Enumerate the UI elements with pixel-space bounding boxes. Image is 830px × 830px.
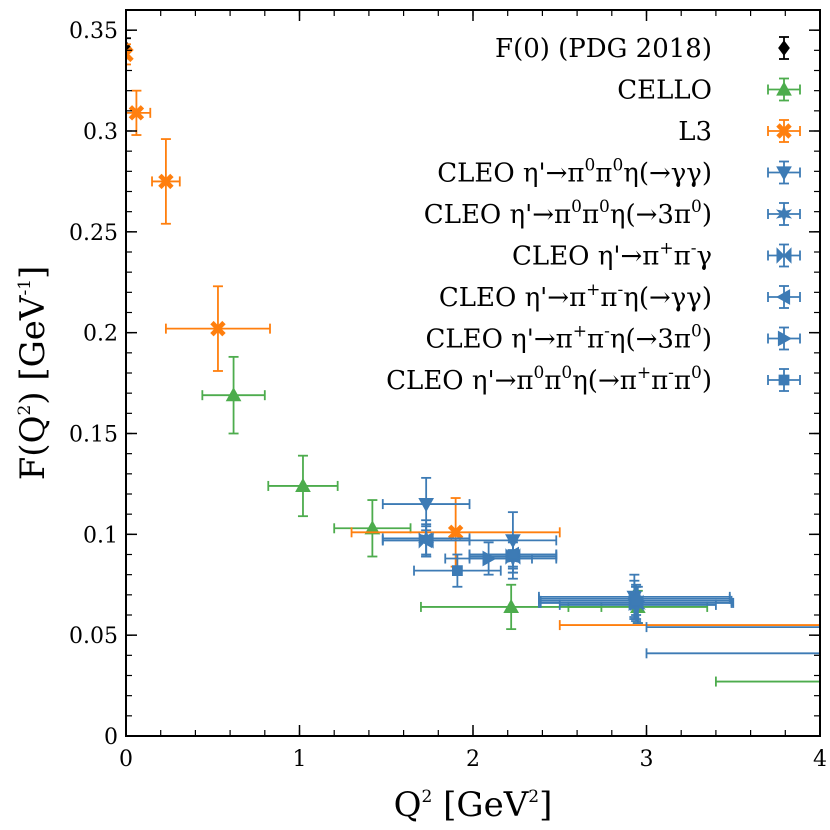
y-tick-label: 0.25 [69,221,118,246]
cleo4-point-0 [418,532,433,549]
cello-point-1 [295,477,311,493]
legend-entry-cleo5: CLEO η'→π+π-η(→3π0) [425,322,801,355]
cleo1-errorbar-3 [645,648,820,659]
legend: F(0) (PDG 2018) CELLO L3 CLEO η'→π0π0η(→γγ)… [386,34,801,396]
legend-marker-cleo5 [777,330,793,347]
legend-entry-cleo3: CLEO η'→π+π-γ [512,239,801,272]
legend-label: L3 [678,117,712,147]
legend-label: F(0) (PDG 2018) [495,34,712,64]
cello-point-0 [225,387,242,402]
legend-label: CLEO η'→π0π0η(→γγ) [437,156,712,189]
legend-marker-cleo2 [775,204,793,224]
series-cello [201,355,820,687]
y-tick-label: 0 [104,725,118,750]
x-tick-label: 0 [119,747,133,772]
data-layer [126,37,820,687]
legend-label: CELLO [617,76,712,106]
l3-point-4 [447,524,464,541]
legend-marker-cleo4 [775,289,791,305]
legend-entry-cleo4: CLEO η'→π+π-η(→γγ) [439,280,801,313]
x-axis-label: Q2 [GeV2] [394,785,553,825]
cleo6-point-1 [507,549,519,560]
legend-label: CLEO η'→π+π-γ [512,239,712,272]
cello-point-2 [364,520,381,535]
cleo6-point-2 [630,595,642,607]
series-l3 [126,43,820,631]
y-tick-label: 0.15 [69,423,118,448]
l3-errorbar-5 [558,620,820,631]
l3-point-3 [210,320,226,337]
x-tick-label: 2 [466,747,480,772]
legend-entry-cello: CELLO [617,76,801,106]
l3-point-2 [158,173,174,190]
legend-label: CLEO η'→π0π0η(→π+π-π0) [386,363,712,396]
cello-point-3 [503,598,520,614]
cello-errorbar-5 [715,676,820,687]
legend-entry-pdg: F(0) (PDG 2018) [495,34,790,64]
legend-entry-cleo2: CLEO η'→π0π0η(→3π0) [424,197,801,230]
series-cleo6 [413,541,733,616]
y-tick-label: 0.2 [83,322,118,347]
legend-marker-l3 [776,123,792,139]
legend-marker-cleo6 [778,374,790,386]
series-cleo1 [381,476,820,659]
y-tick-label: 0.1 [83,523,118,548]
cleo6-point-0 [451,565,463,577]
legend-marker-pdg [778,40,790,56]
legend-marker-cello [776,81,792,96]
legend-entry-l3: L3 [678,117,801,147]
legend-label: CLEO η'→π0π0η(→3π0) [424,197,712,230]
l3-point-1 [128,105,145,121]
cleo1-point-0 [418,497,435,513]
x-tick-label: 4 [813,747,827,772]
x-tick-label: 1 [293,747,307,772]
y-tick-label: 0.05 [69,624,118,649]
axis-ticks: 0 1 2 3 4 0 0.05 0.1 0.15 0.2 0.25 0.3 0.35 [69,9,827,772]
legend-label: CLEO η'→π+π-η(→γγ) [439,280,712,313]
cleo3-errorbar-3 [645,622,820,633]
legend-entry-cleo1: CLEO η'→π0π0η(→γγ) [437,156,801,189]
legend-marker-cleo1 [776,166,792,181]
y-tick-label: 0.35 [69,19,118,44]
legend-label: CLEO η'→π+π-η(→3π0) [425,322,712,355]
legend-entry-cleo6: CLEO η'→π0π0η(→π+π-π0) [386,363,801,396]
y-tick-label: 0.3 [83,120,118,145]
y-axis-label: F(Q2) [GeV-1] [13,266,53,481]
x-tick-label: 3 [640,747,654,772]
legend-marker-cleo3 [776,247,792,264]
